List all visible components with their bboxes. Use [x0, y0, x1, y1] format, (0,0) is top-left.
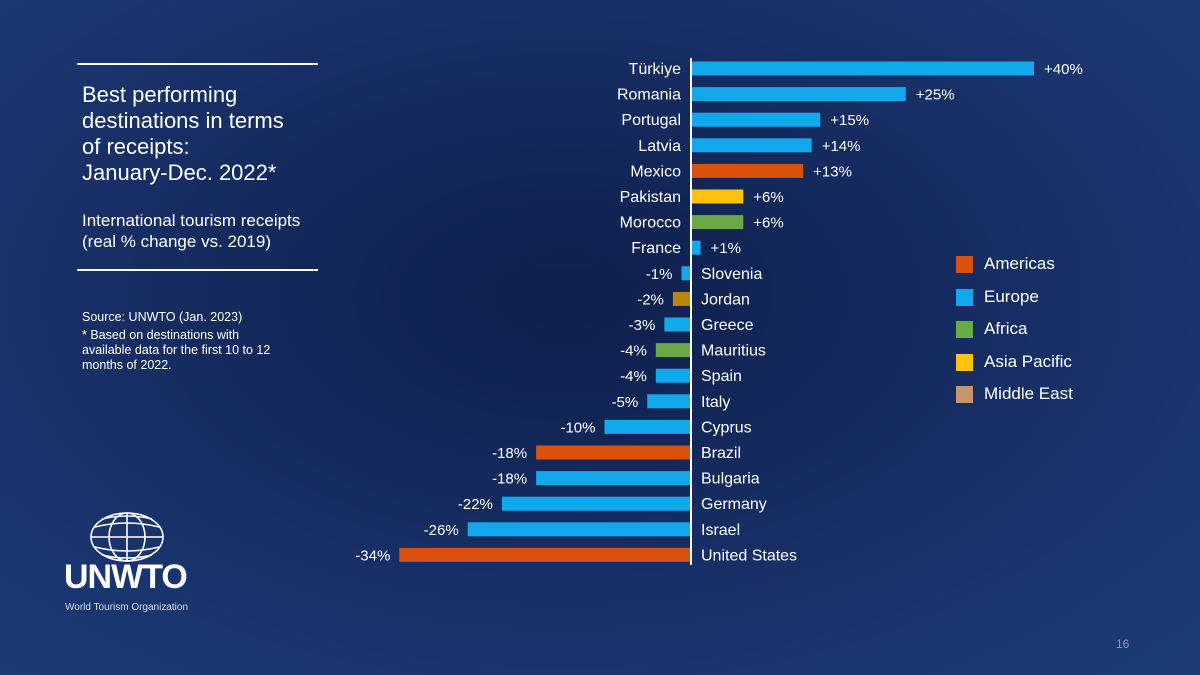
value-label: -1% — [646, 266, 673, 283]
category-label: France — [631, 240, 681, 257]
value-label: -3% — [629, 317, 656, 334]
subtitle-line: International tourism receipts — [82, 211, 301, 230]
title-line: Best performing — [82, 82, 238, 107]
category-label: Romania — [617, 87, 681, 104]
category-label: Brazil — [701, 445, 741, 462]
footnote-line: available data for the first 10 to 12 — [82, 343, 271, 357]
category-label: Mexico — [630, 163, 681, 180]
legend-label: Americas — [984, 254, 1055, 273]
value-label: -18% — [492, 471, 527, 488]
bar-latvia — [692, 138, 812, 153]
top-rule — [77, 63, 318, 65]
page-title: Best performing destinations in terms of… — [82, 82, 342, 186]
value-label: +1% — [711, 240, 741, 257]
value-label: -26% — [424, 522, 459, 539]
bar-portugal — [692, 112, 821, 127]
legend-label: Europe — [984, 286, 1039, 306]
bar-spain — [655, 368, 690, 383]
value-label: +14% — [822, 138, 861, 155]
labels-layer: Türkiye +40% Romania +25% Portugal +15% Latvia… — [355, 61, 1083, 564]
value-label: -5% — [612, 394, 639, 411]
bar-mexico — [692, 163, 804, 178]
bar-brazil — [536, 445, 690, 460]
bar-pakistan — [692, 189, 744, 204]
footnote-line: months of 2022. — [82, 358, 172, 372]
logo-subtitle: World Tourism Organization — [65, 602, 189, 613]
value-label: -10% — [560, 419, 595, 436]
bar-t-rkiye — [692, 61, 1034, 76]
category-label: Pakistan — [620, 189, 681, 206]
title-line: of receipts: — [82, 134, 190, 159]
category-label: Latvia — [638, 138, 681, 155]
bottom-rule — [77, 269, 318, 271]
legend-swatch — [956, 353, 973, 371]
bar-morocco — [692, 215, 744, 230]
category-label: Portugal — [621, 112, 681, 129]
bar-slovenia — [681, 266, 690, 281]
logo-wordmark: UNWTO — [64, 558, 188, 596]
category-label: Türkiye — [629, 61, 682, 78]
footnote: * Based on destinations with available d… — [82, 328, 297, 373]
legend-swatch — [956, 256, 973, 273]
category-label: Germany — [701, 496, 767, 513]
bar-israel — [467, 522, 690, 537]
category-label: Jordan — [701, 291, 750, 308]
value-label: +13% — [813, 163, 852, 180]
value-label: -4% — [620, 368, 647, 385]
bar-italy — [647, 394, 690, 409]
source-note: Source: UNWTO (Jan. 2023) — [82, 310, 243, 324]
value-label: -34% — [355, 547, 390, 564]
footnote-line: * Based on destinations with — [82, 328, 240, 342]
bar-jordan — [672, 291, 690, 306]
legend-swatch — [956, 321, 973, 338]
legend-label: Asia Pacific — [984, 351, 1072, 371]
legend-swatch — [956, 288, 973, 306]
value-label: -18% — [492, 445, 527, 462]
value-label: +6% — [753, 215, 783, 232]
value-label: +25% — [916, 87, 955, 104]
subtitle: International tourism receipts (real % c… — [82, 210, 352, 252]
legend-label: Middle East — [984, 384, 1073, 403]
category-label: Cyprus — [701, 419, 752, 436]
bar-france — [692, 240, 701, 255]
value-label: -2% — [637, 291, 664, 308]
bar-romania — [692, 87, 906, 102]
value-label: -4% — [620, 343, 647, 360]
subtitle-line: (real % change vs. 2019) — [82, 232, 271, 251]
category-label: Greece — [701, 317, 754, 334]
globe-icon — [90, 512, 164, 562]
bar-cyprus — [604, 419, 690, 434]
page-number: 16 — [1116, 637, 1130, 651]
value-label: -22% — [458, 496, 493, 513]
bars-layer — [399, 61, 1034, 562]
category-label: Italy — [701, 394, 730, 411]
category-label: Slovenia — [701, 266, 762, 283]
category-label: Spain — [701, 368, 742, 385]
bar-mauritius — [655, 343, 690, 358]
category-label: United States — [701, 547, 797, 564]
bar-united-states — [399, 547, 690, 562]
title-line: destinations in terms — [82, 108, 284, 133]
legend-label: Africa — [984, 319, 1028, 338]
category-label: Mauritius — [701, 343, 766, 360]
title-line: January-Dec. 2022* — [82, 160, 277, 185]
value-label: +6% — [753, 189, 783, 206]
bar-germany — [501, 496, 690, 511]
value-label: +40% — [1044, 61, 1083, 78]
category-label: Israel — [701, 522, 740, 539]
bar-bulgaria — [536, 471, 690, 486]
legend-swatch — [956, 386, 973, 403]
bar-greece — [664, 317, 690, 332]
category-label: Bulgaria — [701, 471, 760, 488]
value-label: +15% — [830, 112, 869, 129]
category-label: Morocco — [620, 215, 681, 232]
